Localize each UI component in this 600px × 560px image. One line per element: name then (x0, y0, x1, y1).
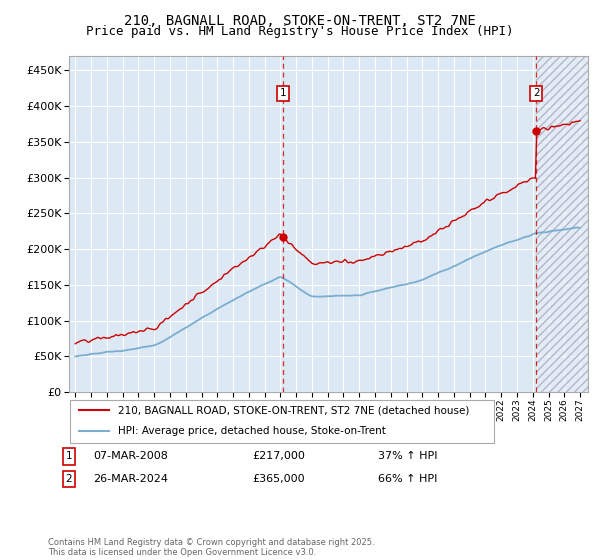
Bar (536, 56, 588, 392)
Text: 66% ↑ HPI: 66% ↑ HPI (378, 474, 437, 484)
Text: £217,000: £217,000 (252, 451, 305, 461)
Bar (536, 56, 588, 392)
Text: 1: 1 (280, 88, 286, 98)
FancyBboxPatch shape (70, 400, 494, 443)
Text: Contains HM Land Registry data © Crown copyright and database right 2025.
This d: Contains HM Land Registry data © Crown c… (48, 538, 374, 557)
Text: HPI: Average price, detached house, Stoke-on-Trent: HPI: Average price, detached house, Stok… (118, 426, 386, 436)
Text: 37% ↑ HPI: 37% ↑ HPI (378, 451, 437, 461)
Text: 210, BAGNALL ROAD, STOKE-ON-TRENT, ST2 7NE: 210, BAGNALL ROAD, STOKE-ON-TRENT, ST2 7… (124, 14, 476, 28)
Text: £365,000: £365,000 (252, 474, 305, 484)
Text: 1: 1 (65, 451, 73, 461)
Bar (536, 56, 588, 392)
Text: 2: 2 (533, 88, 540, 98)
Text: 210, BAGNALL ROAD, STOKE-ON-TRENT, ST2 7NE (detached house): 210, BAGNALL ROAD, STOKE-ON-TRENT, ST2 7… (118, 405, 469, 416)
Text: 2: 2 (65, 474, 73, 484)
Text: 26-MAR-2024: 26-MAR-2024 (93, 474, 168, 484)
Text: 07-MAR-2008: 07-MAR-2008 (93, 451, 168, 461)
Text: Price paid vs. HM Land Registry's House Price Index (HPI): Price paid vs. HM Land Registry's House … (86, 25, 514, 38)
